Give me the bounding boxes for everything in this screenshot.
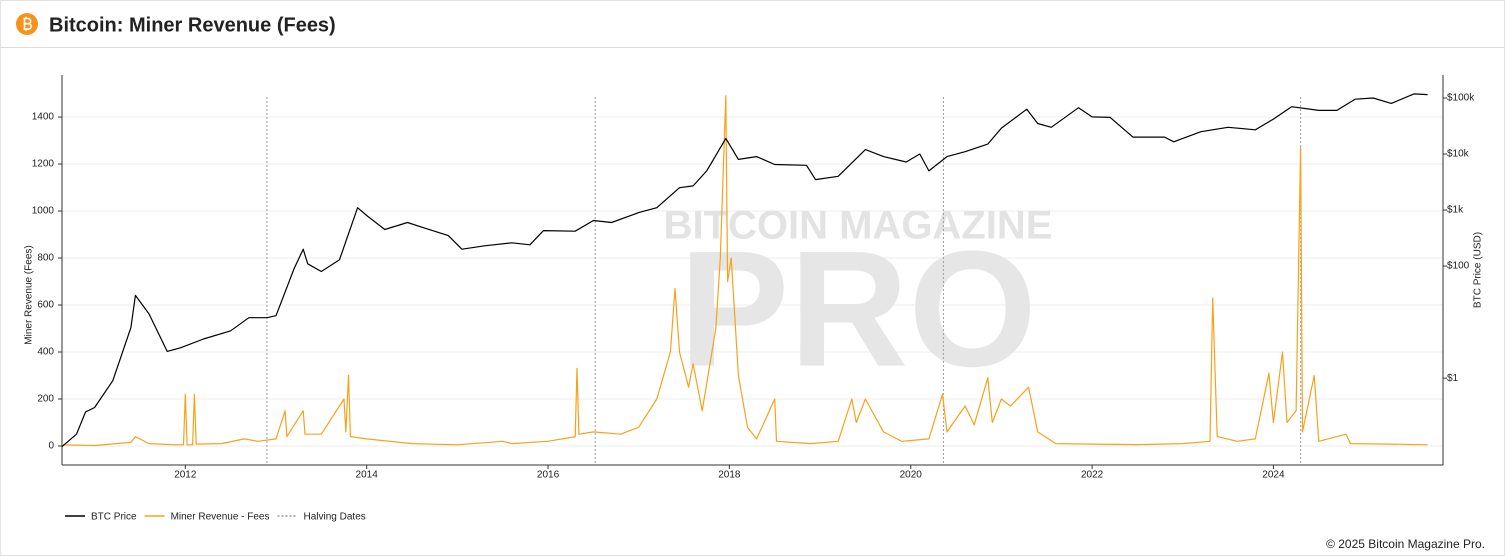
y-tick-label: 400	[37, 347, 54, 358]
watermark-text: BITCOIN MAGAZINE	[664, 204, 1053, 248]
watermark-text: PRO	[679, 217, 1037, 401]
footer-text: © 2025 Bitcoin Magazine Pro.	[1326, 537, 1485, 551]
y-tick-label: 800	[37, 253, 54, 264]
y2-tick-label: $100	[1447, 261, 1470, 272]
y-tick-label: 1400	[32, 112, 55, 123]
y2-tick-label: $1	[1447, 373, 1459, 384]
x-tick-label: 2016	[537, 470, 560, 481]
page-title: Bitcoin: Miner Revenue (Fees)	[49, 14, 336, 36]
x-tick-label: 2012	[174, 470, 197, 481]
y2-tick-label: $1k	[1447, 205, 1464, 216]
watermark: BITCOIN MAGAZINE PRO	[664, 204, 1053, 401]
legend-label: Miner Revenue - Fees	[171, 512, 270, 523]
logo-icon	[16, 13, 38, 35]
x-tick-label: 2022	[1081, 470, 1104, 481]
y2-tick-label: $10k	[1447, 149, 1470, 160]
y-tick-label: 1200	[32, 159, 55, 170]
y-tick-label: 200	[37, 394, 54, 405]
legend-label: BTC Price	[91, 512, 137, 523]
y-axis-label: Miner Revenue (Fees)	[24, 245, 35, 344]
y2-tick-label: $100k	[1447, 93, 1475, 104]
y2-axis-label: BTC Price (USD)	[1473, 232, 1484, 308]
y-tick-label: 600	[37, 300, 54, 311]
series-line	[61, 93, 1428, 448]
x-tick-label: 2018	[718, 470, 741, 481]
y-tick-label: 1000	[32, 206, 55, 217]
x-tick-label: 2020	[900, 470, 923, 481]
x-tick-label: 2014	[356, 470, 379, 481]
series-line	[61, 95, 1428, 447]
y-tick-label: 0	[48, 441, 54, 452]
legend-label: Halving Dates	[304, 512, 366, 523]
x-tick-label: 2024	[1262, 470, 1285, 481]
